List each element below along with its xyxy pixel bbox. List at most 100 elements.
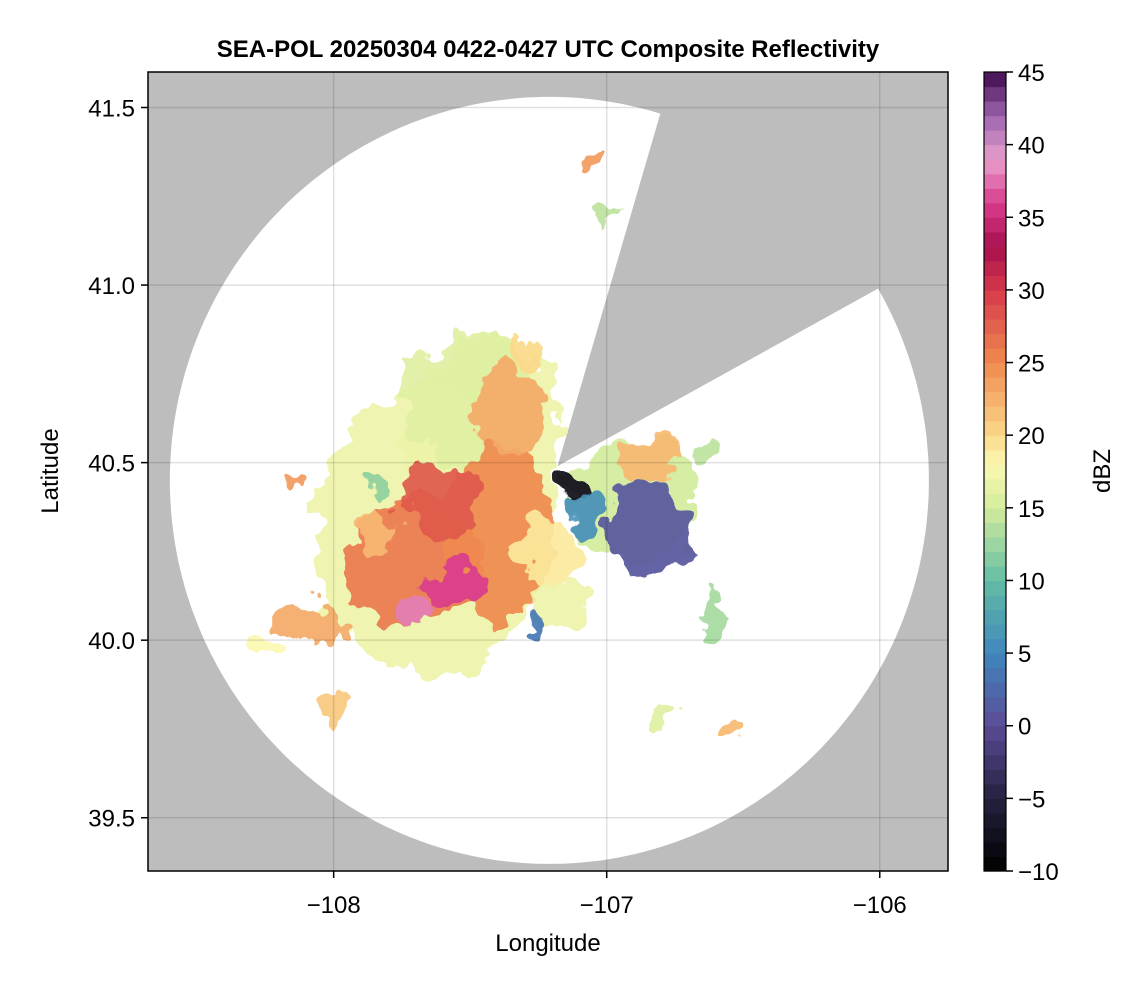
- colorbar-bin: [984, 594, 1006, 611]
- y-axis-title: Latitude: [37, 428, 64, 513]
- colorbar-bin: [984, 754, 1006, 770]
- y-tick-label: 39.5: [88, 806, 135, 833]
- colorbar-bin: [984, 464, 1006, 480]
- echo-cell-8: [391, 597, 441, 626]
- colorbar-bin: [984, 609, 1006, 625]
- colorbar-bin: [984, 86, 1006, 102]
- echo-cell-7: [429, 565, 484, 609]
- colorbar-bin: [984, 812, 1006, 829]
- colorbar-bin: [984, 202, 1006, 218]
- plot-area: [148, 72, 948, 871]
- x-tick-label: −108: [307, 892, 361, 919]
- colorbar-bin: [984, 696, 1006, 712]
- colorbar-bin: [984, 769, 1006, 785]
- colorbar-bin: [984, 536, 1006, 552]
- colorbar-bin: [984, 565, 1006, 582]
- echo-cell-26: [369, 466, 381, 495]
- colorbar-tick-label: 20: [1018, 423, 1045, 450]
- echo-cell-28: [688, 430, 716, 460]
- colorbar-bin: [984, 638, 1006, 654]
- colorbar-tick-label: 35: [1018, 205, 1045, 232]
- colorbar-bin: [984, 246, 1006, 262]
- colorbar-bin: [984, 275, 1006, 291]
- colorbar-bin: [984, 362, 1006, 378]
- colorbar-bin: [984, 420, 1006, 436]
- colorbar-tick-label: 40: [1018, 133, 1045, 160]
- colorbar-frame: [983, 71, 1007, 872]
- y-tick-label: 40.5: [88, 451, 135, 478]
- colorbar-tick-label: 0: [1018, 714, 1031, 741]
- echo-cell-23: [584, 153, 602, 168]
- colorbar-bin: [984, 478, 1006, 494]
- colorbar-bin: [984, 173, 1006, 189]
- colorbar-bin: [984, 260, 1006, 276]
- y-tick-label: 41.5: [88, 96, 135, 123]
- colorbar-bin: [984, 507, 1006, 523]
- echo-cell-5: [401, 462, 484, 534]
- colorbar-bin: [984, 493, 1006, 509]
- colorbar-bin: [984, 377, 1006, 393]
- colorbar-bin: [984, 580, 1006, 596]
- colorbar-bin: [984, 711, 1006, 727]
- colorbar-bin: [984, 130, 1006, 146]
- colorbar-bin: [984, 435, 1006, 451]
- echo-cell-24: [508, 331, 542, 367]
- colorbar-tick-label: −5: [1018, 786, 1045, 813]
- colorbar-tick-label: 15: [1018, 496, 1045, 523]
- chart-title: SEA-POL 20250304 0422-0427 UTC Composite…: [217, 36, 880, 63]
- colorbar: −10 −5 0 5 10 15 20 25 30 35 40 45: [983, 60, 1059, 886]
- colorbar-bin: [984, 289, 1006, 306]
- colorbar-bin: [984, 188, 1006, 204]
- colorbar-bin: [984, 406, 1006, 422]
- echo-cell-17: [279, 601, 345, 644]
- grid-lines: [148, 72, 948, 871]
- echo-cell-14: [614, 434, 681, 477]
- colorbar-bin: [984, 333, 1006, 349]
- y-axis: 39.5 40.0 40.5 41.0 41.5: [88, 96, 148, 833]
- colorbar-bin: [984, 725, 1006, 741]
- colorbar-bin: [984, 667, 1006, 683]
- colorbar-tick-label: 25: [1018, 351, 1045, 378]
- echo-cell-6: [472, 366, 550, 452]
- x-axis-title: Longitude: [495, 930, 600, 957]
- colorbar-bin: [984, 115, 1006, 131]
- echo-cell-25: [287, 473, 299, 488]
- colorbar-bin: [984, 783, 1006, 799]
- colorbar-bin: [984, 101, 1006, 117]
- colorbar-bin: [984, 449, 1006, 465]
- x-tick-label: −106: [853, 892, 907, 919]
- colorbar-bin: [984, 304, 1006, 320]
- echo-cell-20: [702, 594, 730, 651]
- echo-cell-10: [513, 515, 580, 587]
- colorbar-tick-label: 45: [1018, 60, 1045, 87]
- x-tick-label: −107: [580, 892, 634, 919]
- echo-cell-18: [320, 689, 348, 719]
- colorbar-bin: [984, 682, 1006, 698]
- colorbar-bin: [984, 318, 1006, 335]
- colorbar-bin: [984, 653, 1006, 669]
- colorbar-title: dBZ: [1089, 449, 1116, 493]
- colorbar-bin: [984, 856, 1006, 872]
- colorbar-tick-label: 5: [1018, 641, 1031, 668]
- colorbar-bin: [984, 827, 1006, 843]
- colorbar-bin: [984, 624, 1006, 640]
- colorbar-bin: [984, 391, 1006, 407]
- echo-cell-9: [352, 512, 397, 555]
- echo-cell-13: [603, 476, 692, 577]
- plot-frame: [147, 71, 949, 872]
- echo-cell-21: [724, 714, 746, 744]
- colorbar-bin: [984, 348, 1006, 364]
- colorbar-tick-label: 30: [1018, 278, 1045, 305]
- colorbar-bin: [984, 159, 1006, 175]
- colorbar-bin: [984, 144, 1006, 160]
- colorbar-bin: [984, 798, 1006, 814]
- colorbar-bin: [984, 841, 1006, 858]
- colorbar-bin: [984, 231, 1006, 247]
- colorbar-bin: [984, 740, 1006, 756]
- echo-cell-29: [530, 615, 547, 630]
- colorbar-tick-label: 10: [1018, 568, 1045, 595]
- echo-cell-22: [647, 700, 675, 722]
- colorbar-bin: [984, 551, 1006, 567]
- echo-cell-19: [254, 636, 277, 658]
